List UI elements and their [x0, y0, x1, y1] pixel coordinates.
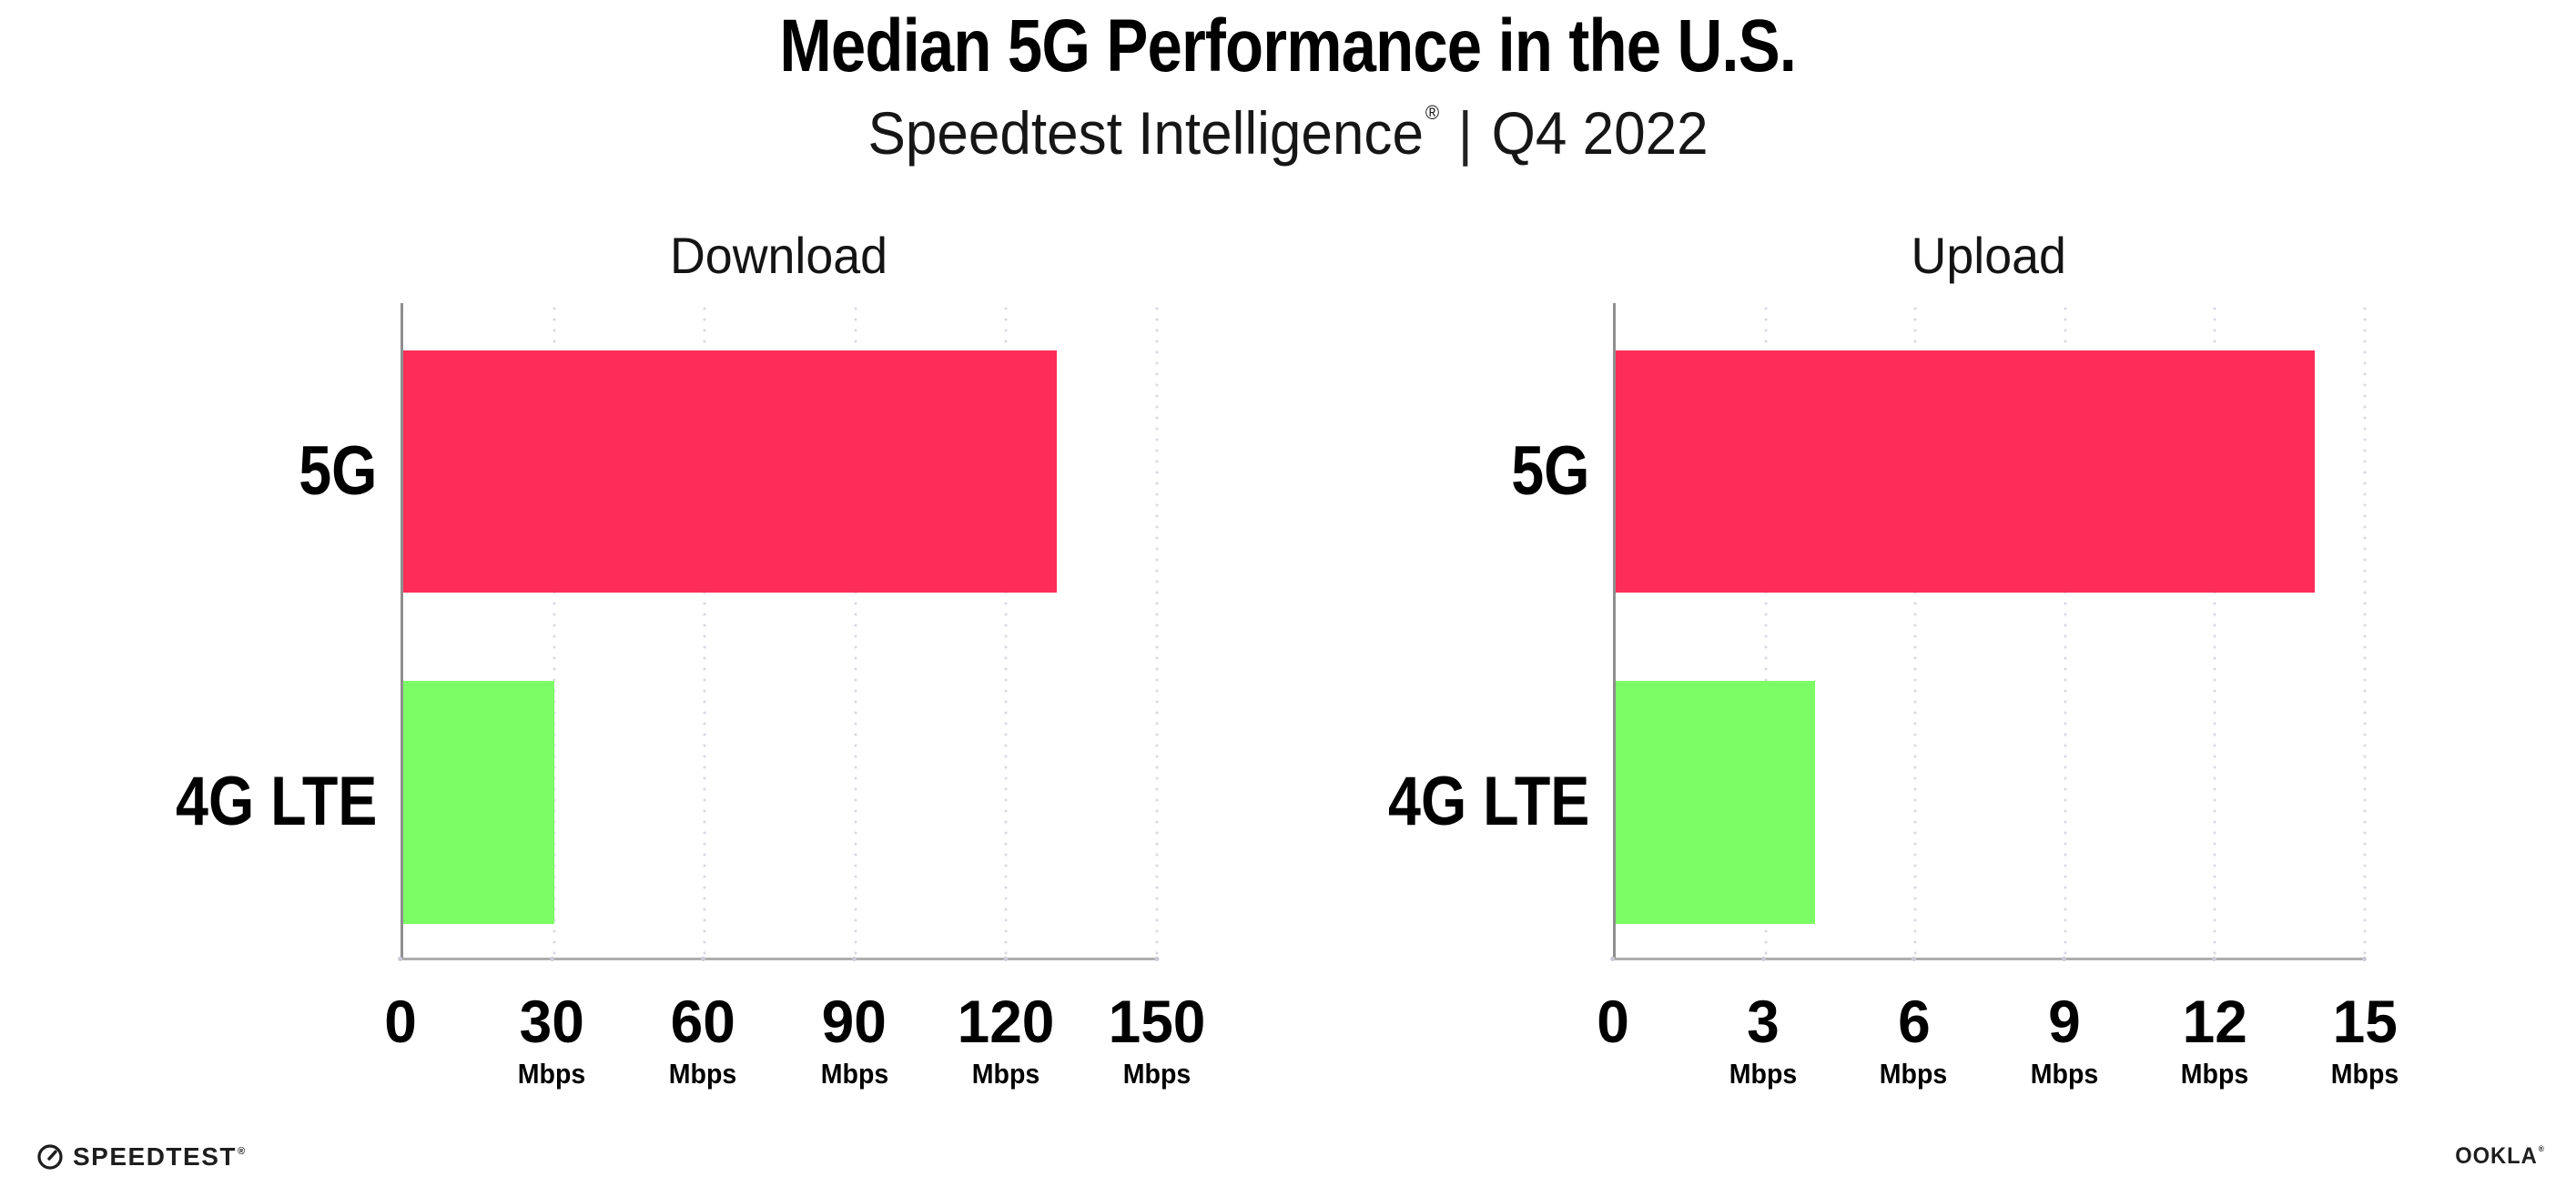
speedtest-gauge-icon	[37, 1144, 63, 1170]
registered-mark: ®	[1425, 101, 1440, 124]
bar-4g-lte-upload	[1616, 681, 1816, 924]
tick-value: 120	[957, 988, 1055, 1055]
gridline-30	[553, 303, 556, 958]
bar-5g-download	[403, 350, 1057, 593]
tick-dot	[2212, 957, 2217, 961]
tick-unit: Mbps	[517, 1058, 586, 1090]
tick-value: 60	[670, 988, 735, 1055]
tick-dot	[1003, 957, 1009, 961]
tick-dot	[1911, 957, 1916, 961]
tick-unit: Mbps	[1880, 1058, 1948, 1090]
tick-dot	[1154, 957, 1160, 961]
gridline-120	[1004, 303, 1008, 958]
gridline-12	[2213, 303, 2216, 958]
category-label-4g-lte: 4G LTE	[175, 763, 377, 840]
bar-4g-lte-download	[403, 681, 554, 924]
upload-category-labels: 5G 4G LTE	[1212, 303, 1613, 960]
ookla-logo: OOKLA®	[2450, 1143, 2545, 1169]
ookla-wordmark: OOKLA®	[2455, 1143, 2545, 1169]
download-category-labels: 5G 4G LTE	[0, 303, 401, 960]
speedtest-logo: SPEEDTEST®	[36, 1141, 247, 1172]
tick-unit: Mbps	[1729, 1058, 1798, 1090]
tick-unit: Mbps	[2180, 1058, 2249, 1090]
tick-value: 15	[2332, 988, 2398, 1055]
tick-dot	[2362, 957, 2368, 961]
gridline-60	[703, 303, 706, 958]
tick-value: 0	[384, 988, 417, 1055]
category-label-5g: 5G	[298, 432, 377, 510]
tick-dot	[700, 957, 705, 961]
x-tick-9: 9 Mbps	[2027, 957, 2101, 1090]
page-subtitle: Speedtest Intelligence® | Q4 2022	[0, 99, 2576, 167]
ookla-registered-mark: ®	[2538, 1143, 2545, 1153]
tick-unit: Mbps	[1122, 1058, 1192, 1090]
x-tick-90: 90 Mbps	[817, 957, 891, 1090]
speedtest-wordmark: SPEEDTEST®	[73, 1142, 247, 1171]
x-tick-30: 30 Mbps	[515, 957, 589, 1090]
tick-dot	[1610, 957, 1616, 961]
gridline-6	[1913, 303, 1917, 958]
tick-value: 12	[2182, 988, 2247, 1055]
download-plot-area	[401, 303, 1159, 960]
tick-value: 150	[1108, 988, 1206, 1055]
gridline-3	[1764, 303, 1768, 958]
bar-5g-upload	[1616, 350, 2316, 593]
tick-unit: Mbps	[2330, 1058, 2399, 1090]
tick-value: 6	[1897, 988, 1931, 1055]
x-tick-15: 15 Mbps	[2328, 957, 2402, 1090]
tick-unit: Mbps	[669, 1058, 737, 1090]
tick-unit: Mbps	[820, 1058, 888, 1090]
tick-dot	[549, 957, 554, 961]
x-tick-3: 3 Mbps	[1727, 957, 1800, 1090]
category-label-4g-lte: 4G LTE	[1387, 763, 1589, 840]
speedtest-registered-mark: ®	[237, 1146, 247, 1157]
tick-value: 9	[2047, 988, 2081, 1055]
category-label-5g: 5G	[1510, 432, 1589, 510]
gridline-150	[1155, 303, 1159, 958]
gridline-9	[2064, 303, 2067, 958]
tick-value: 90	[821, 988, 887, 1055]
gridline-90	[854, 303, 857, 958]
gridline-15	[2363, 303, 2367, 958]
tick-unit: Mbps	[2030, 1058, 2098, 1090]
subtitle-separator: |	[1457, 99, 1473, 167]
subtitle-brand: Speedtest Intelligence	[867, 99, 1424, 167]
tick-dot	[852, 957, 857, 961]
tick-dot	[2062, 957, 2067, 961]
upload-chart-title: Upload	[1911, 227, 2067, 284]
x-tick-12: 12 Mbps	[2177, 957, 2251, 1090]
download-chart-title: Download	[669, 227, 888, 284]
tick-unit: Mbps	[971, 1058, 1040, 1090]
upload-x-axis-labels: 0 3 Mbps 6 Mbps 9 Mbps 12 Mbps 15 Mbps	[1597, 957, 2399, 1106]
subtitle-period: Q4 2022	[1491, 99, 1709, 167]
download-x-axis-labels: 0 30 Mbps 60 Mbps 90 Mbps 120 Mbps 150 Mbps	[384, 957, 1205, 1106]
tick-value: 0	[1597, 988, 1629, 1055]
page-title-text: Median 5G Performance in the U.S.	[779, 5, 1798, 87]
x-tick-60: 60 Mbps	[666, 957, 740, 1090]
x-tick-0: 0	[1597, 957, 1630, 1055]
tick-value: 30	[519, 988, 584, 1055]
tick-value: 3	[1747, 988, 1780, 1055]
tick-dot	[1760, 957, 1766, 961]
page-title: Median 5G Performance in the U.S.	[0, 9, 2576, 84]
x-tick-120: 120 Mbps	[956, 957, 1056, 1090]
x-tick-0: 0	[384, 957, 418, 1055]
x-tick-150: 150 Mbps	[1107, 957, 1207, 1090]
x-tick-6: 6 Mbps	[1877, 957, 1951, 1090]
tick-dot	[398, 957, 403, 961]
upload-plot-area	[1613, 303, 2367, 960]
